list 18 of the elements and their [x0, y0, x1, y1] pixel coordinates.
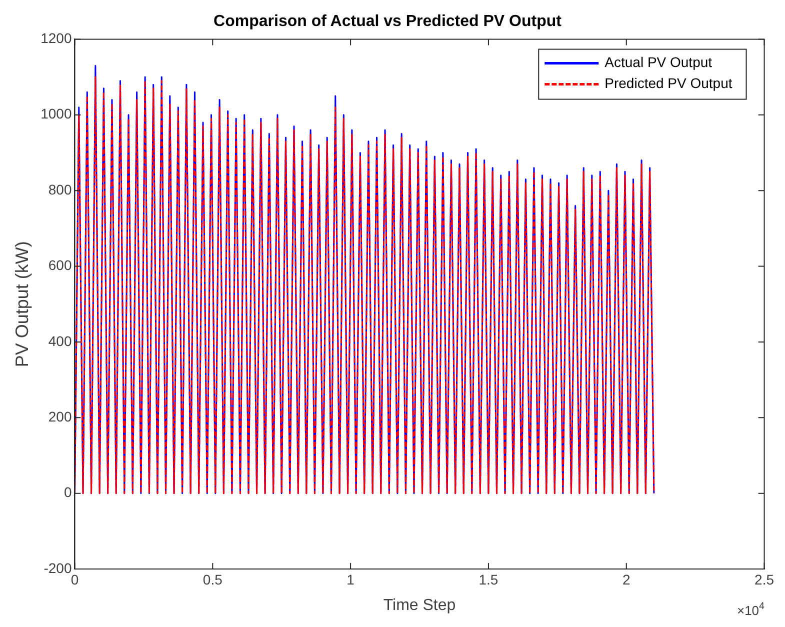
y-tick-label: 0 [64, 484, 72, 500]
legend-label: Predicted PV Output [604, 75, 732, 92]
y-axis-title: PV Output (kW) [12, 241, 32, 368]
x-tick-label: 0.5 [202, 571, 223, 588]
x-axis-title: Time Step [383, 596, 456, 614]
y-tick-label: 1000 [40, 106, 72, 122]
y-tick-label: 400 [48, 332, 72, 349]
y-tick-label: 600 [48, 257, 72, 274]
y-tick-label: 1200 [40, 30, 72, 46]
y-tick-label: -200 [44, 560, 72, 576]
x-tick-label: 2 [622, 571, 630, 588]
chart-title: Comparison of Actual vs Predicted PV Output [214, 13, 562, 30]
x-tick-label: 1 [346, 571, 355, 588]
legend-label: Actual PV Output [604, 54, 712, 70]
y-tick-label: 800 [48, 181, 72, 198]
x-tick-label: 2.5 [754, 571, 774, 588]
x-tick-label: 1.5 [478, 571, 498, 588]
y-tick-label: 200 [48, 408, 72, 424]
